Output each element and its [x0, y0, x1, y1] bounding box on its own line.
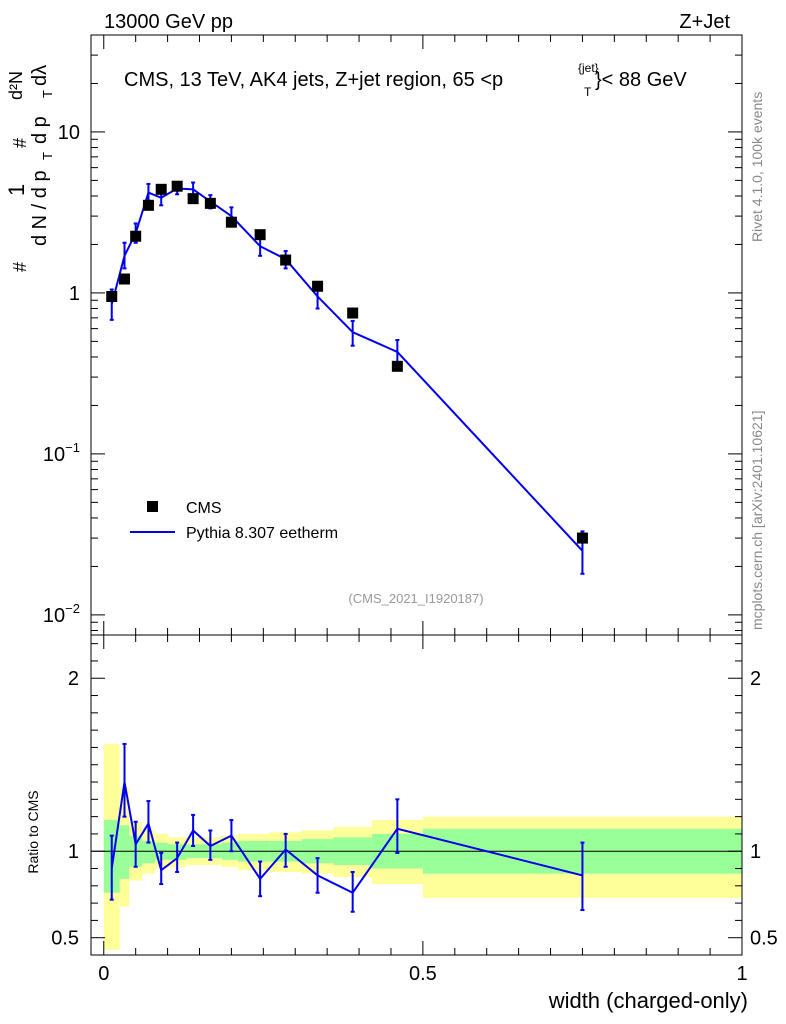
header-beam-label: 13000 GeV pp — [104, 11, 233, 33]
cms-data-point — [155, 183, 167, 195]
x-tick-label: 0 — [98, 963, 109, 985]
main-y-axis-label: # 1 d N / d p T # d²N d p T dλ — [4, 65, 55, 272]
main-y-tick-label-exponent: −2 — [65, 601, 80, 616]
main-title-prefix: CMS, 13 TeV, AK4 jets, Z+jet region, 65 … — [124, 69, 503, 91]
main-y-tick-label: 10−1 — [43, 440, 80, 466]
x-tick-label: 0.5 — [409, 963, 437, 985]
cms-data-point — [119, 273, 131, 285]
ylabel-numerator: d²N — [6, 71, 26, 100]
ratio-y-tick-label-left: 2 — [68, 668, 79, 690]
ratio-y-tick-label-left: 1 — [68, 841, 79, 863]
cms-data-point — [576, 532, 588, 544]
ratio-y-tick-label-right: 1 — [750, 841, 761, 863]
legend-cms-marker — [147, 501, 158, 512]
analysis-watermark: (CMS_2021_I1920187) — [348, 591, 483, 606]
cms-data-point — [171, 180, 183, 192]
ratio-y-tick-label-right: 2 — [750, 668, 761, 690]
ylabel-hash-2: # — [10, 138, 30, 148]
rivet-version-label: Rivet 4.1.0, 100k events — [749, 92, 765, 242]
main-title-sup: {jet} — [578, 61, 599, 75]
cms-data-point — [106, 290, 118, 302]
cms-data-point — [130, 230, 142, 242]
ratio-panel: 0.5 0.51 12 20 0.5 1 Ratio to CMS width (char… — [25, 634, 778, 1013]
mcplots-label: mcplots.cern.ch [arXiv:2401.10621] — [749, 411, 765, 630]
main-title-suffix: }< 88 GeV — [595, 69, 687, 91]
ylabel-numerator-bottom-sub: T — [40, 90, 55, 98]
ratio-y-tick-label-left: 0.5 — [51, 928, 79, 950]
cms-data-point — [391, 360, 403, 372]
ratio-y-axis-label: Ratio to CMS — [25, 790, 41, 873]
ratio-y-tick-label-right: 0.5 — [750, 928, 778, 950]
x-axis-label: width (charged-only) — [548, 988, 748, 1013]
main-y-tick-label: 10 — [58, 122, 80, 144]
legend-cms-label: CMS — [186, 500, 222, 517]
main-title: CMS, 13 TeV, AK4 jets, Z+jet region, 65 … — [124, 69, 503, 91]
legend-pythia-label: Pythia 8.307 eetherm — [186, 525, 338, 542]
cms-data-point — [347, 307, 359, 319]
main-title-sub: T — [584, 85, 592, 99]
cms-data-point — [254, 229, 266, 241]
ylabel-one: 1 — [4, 184, 29, 196]
ylabel-numerator-bottom: d p — [29, 116, 51, 144]
x-tick-label: 1 — [736, 963, 747, 985]
main-y-tick-label-exponent: −1 — [65, 440, 80, 455]
main-y-tick-label-base: 10 — [43, 444, 65, 466]
ratio-frame — [90, 634, 743, 956]
header-process-label: Z+Jet — [679, 11, 730, 33]
ylabel-hash-1: # — [10, 262, 30, 272]
cms-data-point — [280, 254, 292, 266]
cms-data-point — [225, 216, 237, 228]
ratio-band-inner — [119, 825, 130, 879]
main-frame — [90, 34, 743, 636]
main-y-tick-label-base: 10 — [43, 605, 65, 627]
legend: CMS Pythia 8.307 eetherm — [130, 500, 338, 542]
cms-data-point — [204, 197, 216, 209]
ratio-plot-area: 0.5 0.51 12 20 0.5 1 — [51, 634, 778, 985]
cms-data-point — [142, 199, 154, 211]
ylabel-denominator-sub: T — [40, 152, 55, 160]
ylabel-dlambda: dλ — [29, 65, 51, 86]
main-y-tick-label: 10−2 — [43, 601, 80, 627]
cms-data-point — [187, 193, 199, 205]
cms-data-point — [312, 280, 324, 292]
pythia-series-line — [110, 187, 584, 552]
ratio-band-inner — [142, 840, 155, 864]
main-y-tick-label: 1 — [69, 283, 80, 305]
ylabel-denominator: d N / d p — [29, 170, 51, 246]
